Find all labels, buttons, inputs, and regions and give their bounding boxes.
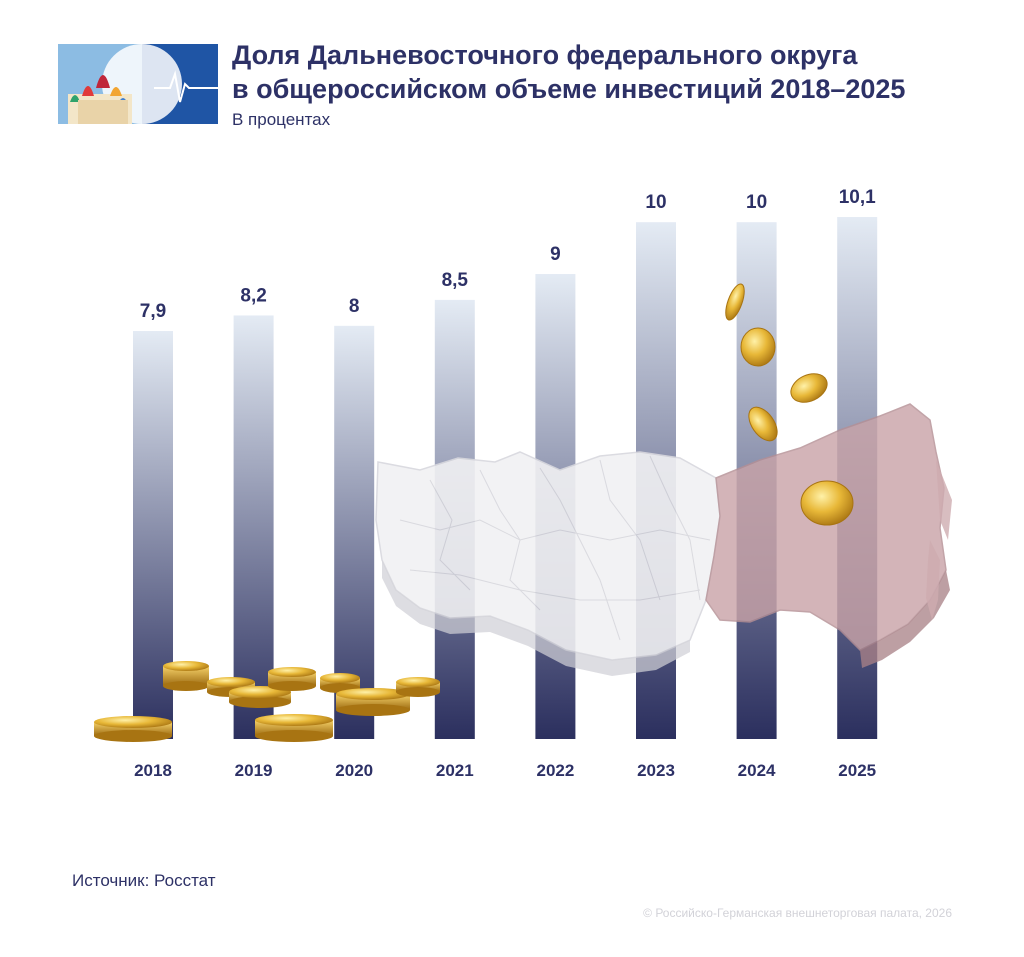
russia-map-west-land [375, 451, 721, 661]
russia-map-far-east-shadow [860, 570, 950, 668]
x-tick-label: 2022 [536, 761, 574, 780]
coin-stack-icon [268, 667, 316, 691]
value-label: 10 [645, 192, 666, 213]
coin-icon [725, 283, 745, 321]
russia-map-sakhalin [926, 540, 940, 620]
coin-stack-icon [396, 677, 440, 697]
chart-title: Доля Дальневосточного федерального округ… [232, 38, 992, 106]
x-tick-label: 2019 [235, 761, 273, 780]
russia-map-illustration [375, 403, 952, 676]
russia-map-kamchatka [936, 460, 952, 540]
chart-subtitle: В процентах [232, 110, 331, 129]
value-label: 8,2 [240, 285, 266, 306]
chart-title-line-1: Доля Дальневосточного федерального округ… [232, 40, 858, 70]
x-tick-label: 2024 [738, 761, 776, 780]
coin-stack-icon [94, 716, 172, 742]
coin-icon [740, 327, 776, 367]
coin-icon [748, 406, 778, 442]
value-label: 8,5 [442, 270, 469, 291]
value-label: 10,1 [839, 187, 876, 208]
value-label: 9 [550, 244, 561, 265]
source-note: Источник: Росстат [72, 871, 216, 890]
value-label: 10 [746, 192, 767, 213]
x-tick-label: 2023 [637, 761, 675, 780]
labels-layer: 7,9 2018 8,2 2019 8 2020 8,5 2021 9 2022 10 2023 10 2… [134, 187, 876, 780]
coin-stack-icon [229, 686, 291, 708]
coin-icon [800, 480, 854, 526]
copyright-note: © Российско-Германская внешнеторговая па… [643, 906, 952, 920]
x-tick-label: 2021 [436, 761, 474, 780]
bar-2019 [233, 315, 274, 739]
coin-stack-icon [163, 661, 209, 691]
coin-stack-icon [336, 688, 410, 716]
falling-coins-decoration [725, 283, 854, 526]
x-tick-label: 2020 [335, 761, 373, 780]
value-label: 7,9 [140, 301, 166, 322]
russia-map-region-borders [399, 455, 711, 641]
chart-title-line-2: в общероссийском объеме инвестиций 2018–… [232, 74, 906, 104]
russia-map-west-shadow [382, 560, 690, 676]
coin-pile-decoration [94, 661, 440, 742]
value-label: 8 [349, 296, 360, 317]
x-tick-label: 2018 [134, 761, 172, 780]
kremlin-logo-icon [58, 44, 218, 124]
bar-2020 [334, 325, 375, 739]
coin-stack-icon [255, 714, 333, 742]
x-tick-label: 2025 [838, 761, 876, 780]
coin-icon [790, 373, 828, 403]
